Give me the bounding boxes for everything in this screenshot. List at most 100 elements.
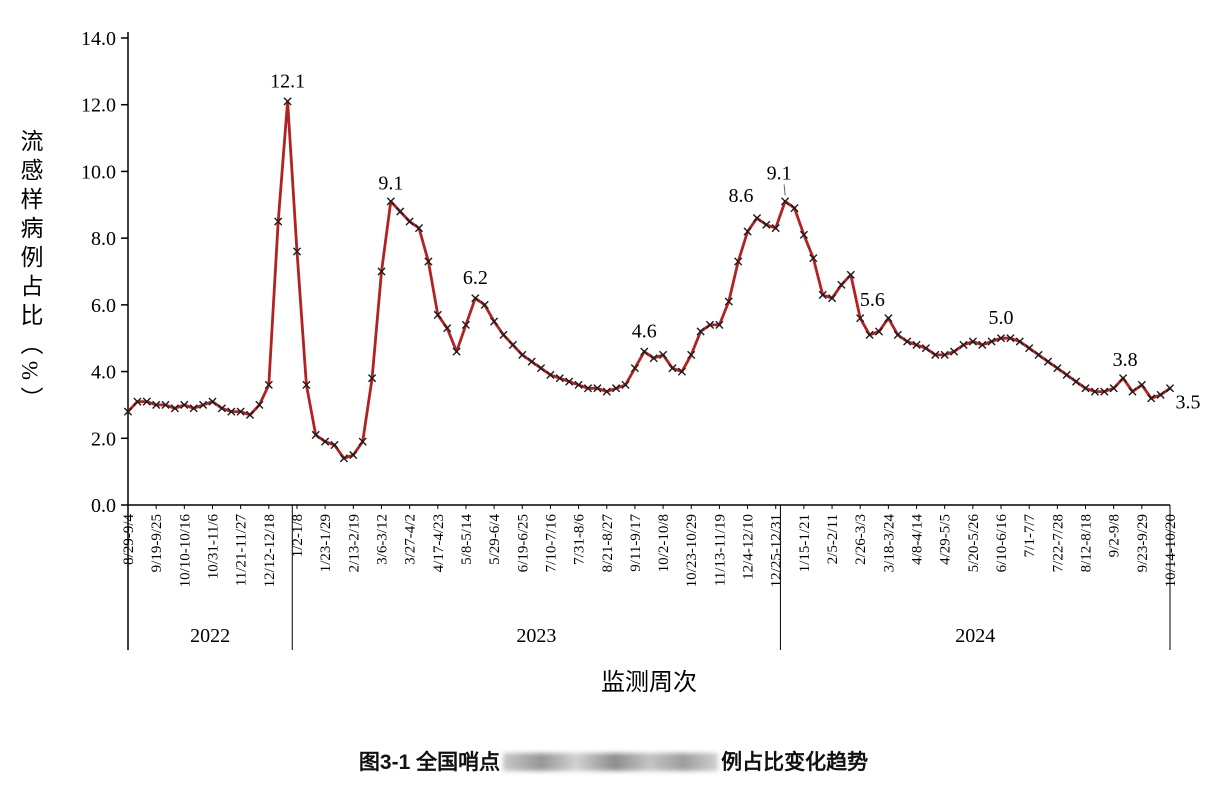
data-point-marker — [142, 397, 151, 406]
y-tick-label: 12.0 — [81, 95, 116, 117]
data-point-marker — [856, 314, 865, 323]
x-tick-label: 10/23-10/29 — [684, 514, 700, 587]
x-tick-label: 7/1-7/7 — [1022, 514, 1038, 558]
data-point-marker — [809, 254, 818, 263]
x-tick-label: 8/29-9/4 — [121, 514, 137, 565]
data-point-marker — [1053, 364, 1062, 373]
data-point-marker — [912, 340, 921, 349]
x-tick-label: 8/21-8/27 — [600, 514, 616, 573]
x-tick-label: 11/13-11/19 — [712, 514, 728, 586]
data-point-marker — [480, 300, 489, 309]
data-point-marker — [593, 384, 602, 393]
data-point-marker — [396, 207, 405, 216]
annotation-leader-line — [783, 184, 786, 196]
data-point-marker — [321, 437, 330, 446]
y-tick-label: 6.0 — [91, 295, 116, 317]
data-point-marker — [752, 214, 762, 223]
data-point-marker — [161, 400, 170, 409]
point-annotation: 12.1 — [270, 70, 305, 92]
data-point-marker — [217, 404, 226, 413]
x-tick-label: 7/10-7/16 — [543, 514, 559, 573]
data-point-marker — [189, 404, 198, 413]
y-tick-label: 14.0 — [81, 28, 116, 50]
data-point-marker — [696, 327, 705, 336]
x-tick-label: 7/31-8/6 — [572, 514, 588, 565]
data-point-marker — [339, 454, 348, 463]
caption-prefix: 图3-1 全国哨点 — [358, 751, 501, 774]
data-point-marker — [377, 267, 386, 276]
data-point-marker — [1156, 390, 1165, 399]
data-point-marker — [1043, 357, 1053, 366]
data-point-marker — [687, 350, 696, 359]
data-point-marker — [996, 334, 1006, 343]
x-tick-label: 1/15-1/21 — [797, 514, 813, 572]
data-point-marker — [649, 354, 658, 363]
x-tick-label: 2/26-3/3 — [853, 514, 869, 565]
data-point-marker — [940, 350, 949, 359]
data-point-marker — [659, 350, 668, 359]
data-point-marker — [1015, 337, 1024, 346]
y-tick-label: 2.0 — [91, 428, 116, 450]
data-point-marker — [612, 384, 621, 393]
data-point-marker — [311, 430, 320, 440]
x-tick-label: 2/13-2/19 — [346, 514, 362, 572]
x-tick-label: 12/4-12/10 — [741, 514, 757, 580]
point-annotation: 9.1 — [378, 172, 403, 194]
x-tick-label: 9/23-9/29 — [1135, 514, 1151, 572]
x-tick-label: 9/2-9/8 — [1107, 514, 1123, 557]
x-tick-label: 1/2-1/8 — [290, 514, 306, 557]
y-tick-label: 10.0 — [81, 161, 116, 183]
data-point-marker — [968, 337, 977, 346]
point-annotation: 5.0 — [989, 307, 1014, 329]
data-point-marker — [490, 317, 499, 326]
data-point-marker — [180, 400, 189, 409]
figure-caption: 图3-1 全国哨点 例占比变化趋势 — [0, 746, 1227, 776]
data-point-marker — [386, 197, 395, 206]
x-axis-title: 监测周次 — [601, 669, 697, 696]
data-point-marker — [368, 374, 377, 383]
data-point-marker — [874, 327, 884, 336]
data-point-marker — [799, 230, 808, 239]
point-annotation: 3.8 — [1113, 349, 1138, 371]
data-point-marker — [837, 280, 846, 289]
x-tick-label: 5/20-5/26 — [966, 514, 982, 573]
data-point-marker — [987, 337, 996, 346]
data-point-marker — [950, 347, 959, 356]
data-point-marker — [921, 344, 930, 353]
data-point-marker — [264, 380, 273, 389]
point-annotation: 5.6 — [860, 289, 885, 311]
data-point-marker — [978, 340, 987, 349]
point-annotation: 9.1 — [767, 162, 792, 184]
data-point-marker — [405, 217, 414, 226]
data-point-marker — [903, 337, 912, 346]
data-point-marker — [330, 440, 339, 450]
x-tick-label: 9/11-9/17 — [628, 514, 644, 572]
data-point-marker — [255, 400, 264, 409]
data-point-marker — [499, 330, 508, 339]
data-point-marker — [762, 220, 771, 229]
data-point-marker — [527, 357, 536, 366]
x-tick-label: 4/17-4/23 — [431, 514, 447, 572]
data-point-marker — [1128, 387, 1137, 396]
data-point-marker — [1062, 370, 1071, 379]
data-point-marker — [245, 410, 255, 419]
data-point-marker — [1137, 380, 1146, 389]
x-tick-label: 10/2-10/8 — [656, 514, 672, 572]
x-tick-label: 10/14-10/20 — [1163, 514, 1179, 587]
data-point-marker — [349, 450, 358, 460]
data-point-marker — [771, 224, 780, 233]
data-point-marker — [1165, 384, 1175, 393]
data-point-marker — [1100, 387, 1109, 396]
data-point-marker — [283, 97, 292, 106]
data-point-marker — [893, 330, 902, 339]
data-point-marker — [152, 400, 161, 409]
caption-suffix: 例占比变化趋势 — [721, 751, 869, 774]
data-point-marker — [668, 364, 677, 373]
data-point-marker — [734, 257, 743, 266]
data-point-marker — [227, 407, 236, 416]
x-tick-label: 1/23-1/29 — [318, 514, 334, 572]
data-point-marker — [818, 290, 827, 299]
x-tick-label: 12/12-12/18 — [262, 514, 278, 587]
data-point-marker — [743, 227, 752, 236]
